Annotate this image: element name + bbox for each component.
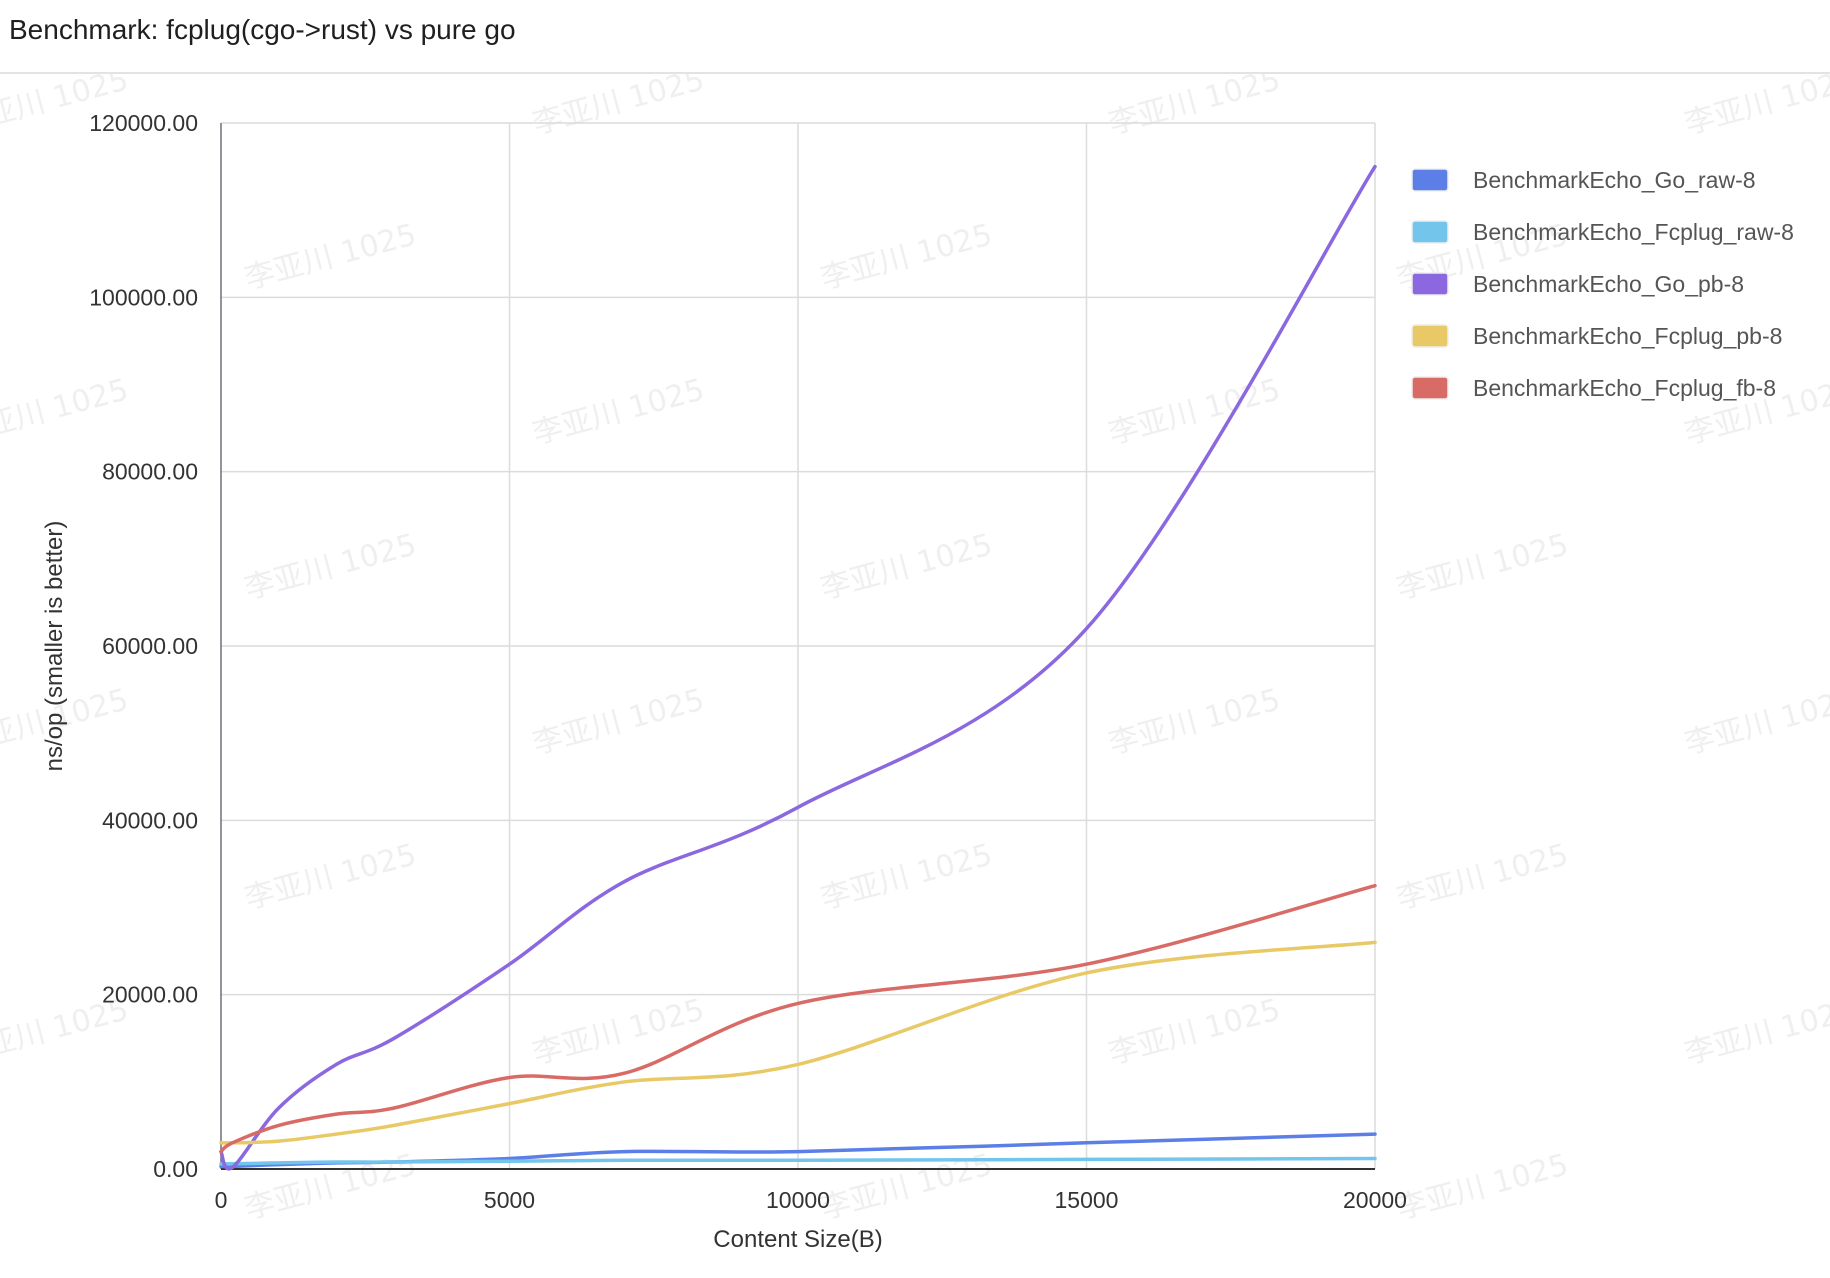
x-tick-label: 20000 <box>1343 1187 1407 1213</box>
y-tick-label: 0.00 <box>153 1156 198 1182</box>
watermark-text: 李亚川 1025 <box>1393 1147 1572 1226</box>
legend-label[interactable]: BenchmarkEcho_Go_raw-8 <box>1473 167 1756 193</box>
watermark-text: 李亚川 1025 <box>817 217 996 296</box>
y-tick-label: 20000.00 <box>102 982 198 1008</box>
y-tick-label: 100000.00 <box>89 284 198 310</box>
x-axis-title: Content Size(B) <box>713 1226 882 1253</box>
chart-axes <box>220 123 1375 1170</box>
watermark-text: 李亚川 1025 <box>241 1147 420 1226</box>
y-tick-label: 40000.00 <box>102 807 198 833</box>
x-tick-label: 5000 <box>484 1187 535 1213</box>
series-line-4 <box>219 883 1377 1154</box>
watermark-text: 李亚川 1025 <box>529 372 708 451</box>
watermark-text: 李亚川 1025 <box>241 527 420 606</box>
watermark-text: 李亚川 1025 <box>1681 992 1830 1071</box>
line-chart: 李亚川 1025 李亚川 1025 李亚川 1025 李亚川 1025 李亚川 1025… <box>0 74 1830 1253</box>
legend-label[interactable]: BenchmarkEcho_Fcplug_pb-8 <box>1473 323 1782 349</box>
legend-label[interactable]: BenchmarkEcho_Go_pb-8 <box>1473 271 1744 297</box>
series-line-2 <box>219 164 1377 1171</box>
series-line-3 <box>219 940 1377 1145</box>
y-tick-label: 60000.00 <box>102 633 198 659</box>
watermark-text: 李亚川 1025 <box>529 992 708 1071</box>
chart-header: Benchmark: fcplug(cgo->rust) vs pure go <box>0 0 1830 74</box>
legend-swatch[interactable] <box>1411 272 1449 296</box>
chart-grid <box>221 122 1376 1169</box>
watermark-text: 李亚川 1025 <box>1393 837 1572 916</box>
x-tick-label: 15000 <box>1055 1187 1119 1213</box>
y-tick-label: 80000.00 <box>102 459 198 485</box>
watermark-text: 李亚川 1025 <box>241 837 420 916</box>
watermark-text: 李亚川 1025 <box>241 217 420 296</box>
x-tick-label: 0 <box>215 1187 228 1213</box>
watermark-text: 李亚川 1025 <box>1105 74 1284 142</box>
watermark-text: 李亚川 1025 <box>1105 992 1284 1071</box>
watermark-text: 李亚川 1025 <box>1681 682 1830 761</box>
series-lines <box>219 164 1377 1171</box>
watermark-text: 李亚川 1025 <box>529 74 708 142</box>
legend-label[interactable]: BenchmarkEcho_Fcplug_raw-8 <box>1473 219 1794 245</box>
y-axis-title: ns/op (smaller is better) <box>41 521 68 772</box>
legend-label[interactable]: BenchmarkEcho_Fcplug_fb-8 <box>1473 375 1776 401</box>
watermark-text: 李亚川 1025 <box>529 682 708 761</box>
chart-legend: BenchmarkEcho_Go_raw-8 BenchmarkEcho_Fcpl… <box>1411 167 1794 401</box>
legend-swatch[interactable] <box>1411 168 1449 192</box>
watermark-layer: 李亚川 1025 李亚川 1025 李亚川 1025 李亚川 1025 李亚川 1025… <box>0 74 1830 1227</box>
watermark-text: 李亚川 1025 <box>817 837 996 916</box>
watermark-text: 李亚川 1025 <box>1681 74 1830 142</box>
watermark-text: 李亚川 1025 <box>1105 372 1284 451</box>
watermark-text: 李亚川 1025 <box>1105 682 1284 761</box>
watermark-text: 李亚川 1025 <box>1393 527 1572 606</box>
watermark-text: 李亚川 1025 <box>0 372 132 451</box>
tick-labels: 0.00 20000.00 40000.00 60000.00 80000.00 1000… <box>89 110 1407 1213</box>
watermark-text: 李亚川 1025 <box>817 527 996 606</box>
legend-swatch[interactable] <box>1411 220 1449 244</box>
chart-title: Benchmark: fcplug(cgo->rust) vs pure go <box>9 14 516 45</box>
legend-swatch[interactable] <box>1411 324 1449 348</box>
y-tick-label: 120000.00 <box>89 110 198 136</box>
series-line-1 <box>219 1156 1377 1166</box>
x-tick-label: 10000 <box>766 1187 830 1213</box>
legend-swatch[interactable] <box>1411 376 1449 400</box>
